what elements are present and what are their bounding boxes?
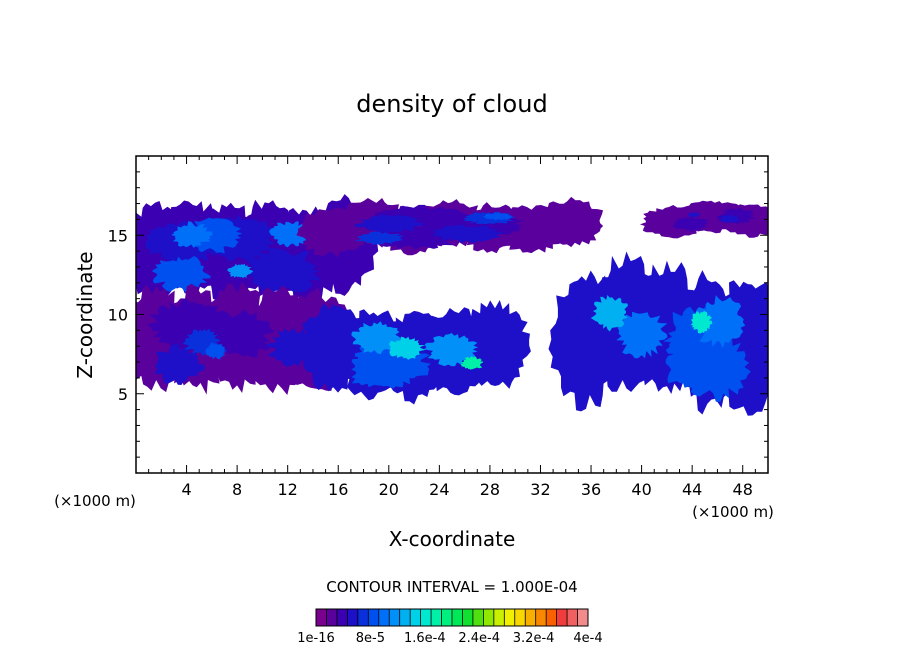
y-axis-title: Z-coordinate [73,251,97,378]
colorbar-swatch [483,609,495,626]
colorbar-swatch [441,609,453,626]
density-core-left-upper-band [246,248,322,294]
x-tick-label-36: 36 [581,480,601,499]
x-unit-left: (×1000 m) [54,492,136,510]
density-core-left-upper-band [171,221,214,248]
density-core-right-cell [616,311,668,359]
colorbar-swatch [514,609,526,626]
x-tick-label-40: 40 [631,480,651,499]
colorbar-swatch [420,609,432,626]
colorbar-swatch [546,609,558,626]
density-core-central-cell [351,348,415,389]
y-axis: 5 10 15 [108,171,768,458]
colorbar-swatch [504,609,516,626]
density-core-right-cell [690,311,713,334]
cloud-density-field [136,194,768,416]
colorbar-swatch [462,609,474,626]
x-tick-label-48: 48 [733,480,753,499]
x-tick-label-20: 20 [379,480,399,499]
colorbar-swatch [556,609,568,626]
x-tick-label-24: 24 [429,480,449,499]
density-core-left-lower-band [204,342,228,360]
density-core-right-cell [693,295,746,349]
colorbar-swatch [567,609,579,626]
colorbar-tick-label: 1e-16 [297,631,335,646]
colorbar-swatch [357,609,369,626]
y-tick-label-15: 15 [108,226,128,245]
colorbar-swatch [389,609,401,626]
density-region-mid-upper-band [534,196,604,248]
colorbar-swatch [399,609,411,626]
x-tick-label-16: 16 [328,480,348,499]
density-core-left-upper-band [227,263,253,279]
colorbar-tick-label: 3.2e-4 [513,631,555,646]
x-tick-label-44: 44 [682,480,702,499]
density-core-right-upper-band [687,212,701,218]
colorbar-swatch [577,609,589,626]
density-core-mid-upper-band [431,224,505,243]
colorbar-tick-label: 2.4e-4 [458,631,500,646]
density-core-left-lower-band [208,309,276,358]
density-core-left-upper-band [151,256,211,293]
colorbar-tick-label: 1.6e-4 [404,631,446,646]
colorbar-swatch [316,609,327,626]
x-tick-label-4: 4 [181,480,191,499]
colorbar-swatch [368,609,380,626]
colorbar-swatch [452,609,463,626]
colorbar-swatch [493,609,505,626]
x-axis-title: X-coordinate [389,527,516,551]
colorbar-swatch [410,609,422,626]
x-tick-label-28: 28 [480,480,500,499]
density-core-right-upper-band [716,208,755,225]
y-tick-label-10: 10 [108,306,128,325]
chart-title: density of cloud [356,90,547,118]
density-core-left-lower-band [154,344,205,385]
density-core-right-upper-band [718,214,740,224]
colorbar-swatch [535,609,547,626]
colorbar-swatch [378,609,390,626]
density-core-mid-upper-band [353,214,424,234]
density-core-right-upper-band [673,217,704,230]
x-axis: 4 8 12 16 20 24 28 32 36 40 44 48 [148,156,756,499]
density-core-central-cell [351,321,402,355]
density-core-central-cell [388,336,426,360]
x-tick-label-8: 8 [232,480,242,499]
colorbar-swatch [525,609,537,626]
colorbar-swatch [336,609,348,626]
colorbar-tick-label: 4e-4 [573,631,602,646]
density-core-right-cell [590,295,628,332]
x-tick-label-12: 12 [278,480,298,499]
x-tick-label-32: 32 [530,480,550,499]
colorbar: 1e-16 8e-5 1.6e-4 2.4e-4 3.2e-4 4e-4 [297,608,603,646]
colorbar-swatch [326,609,338,626]
colorbar-swatch [472,609,484,626]
density-core-mid-upper-band [354,231,405,245]
density-core-central-cell [460,356,484,370]
colorbar-tick-label: 8e-5 [356,631,385,646]
y-tick-label-5: 5 [118,385,128,404]
contour-interval: CONTOUR INTERVAL = 1.000E-04 [326,578,577,596]
colorbar-swatch [431,609,443,626]
colorbar-frame [315,608,589,627]
density-core-mid-upper-band [481,212,514,221]
density-core-central-cell [424,333,479,367]
x-unit-right: (×1000 m) [692,503,774,521]
colorbar-swatch [347,609,359,626]
